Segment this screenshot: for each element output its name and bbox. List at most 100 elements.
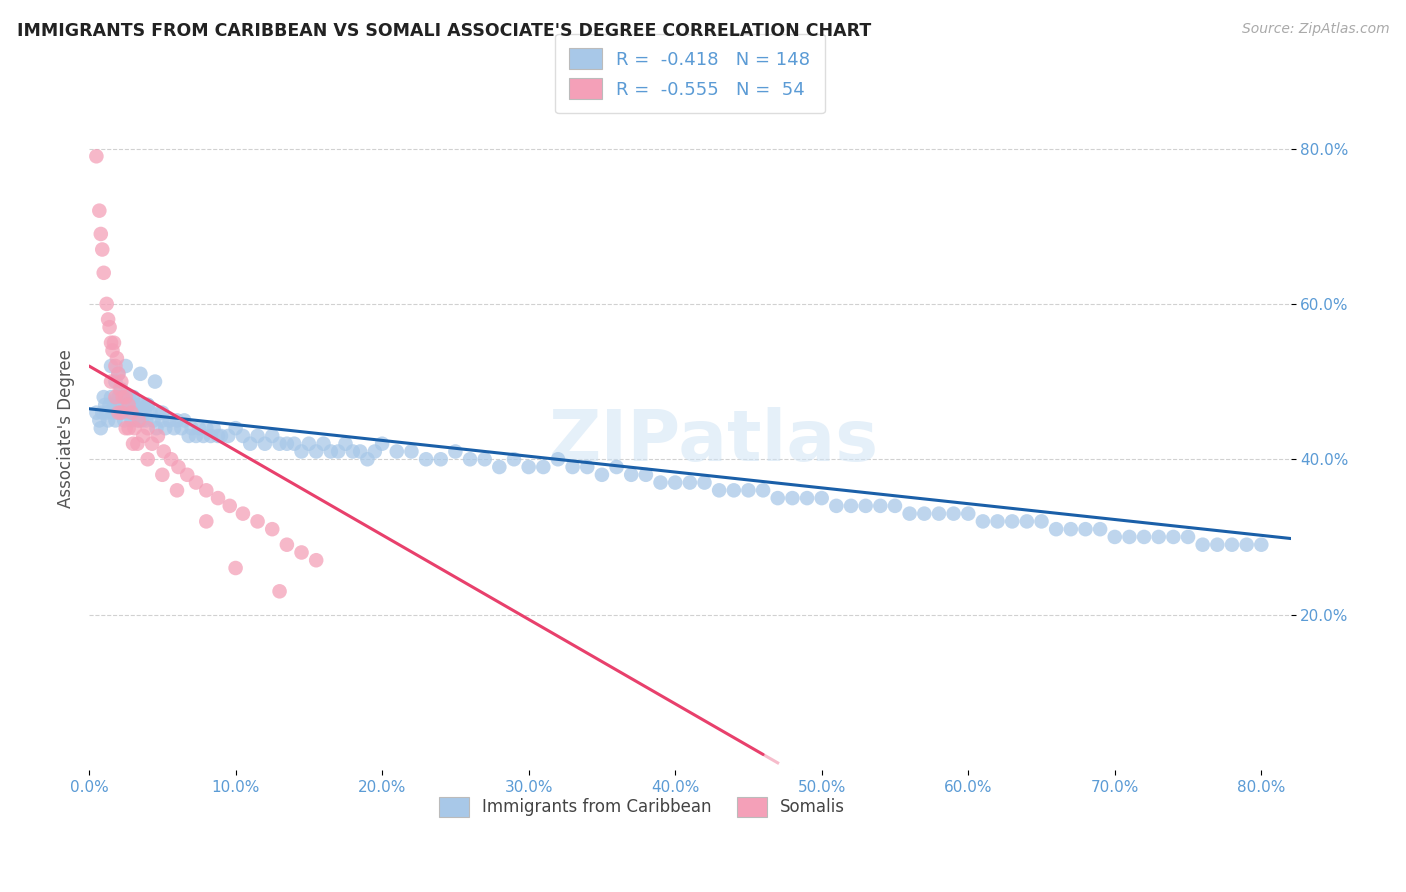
Point xyxy=(855,499,877,513)
Point xyxy=(160,452,183,467)
Point xyxy=(136,452,159,467)
Point xyxy=(94,398,117,412)
Point xyxy=(86,406,108,420)
Point xyxy=(89,203,111,218)
Point xyxy=(120,406,142,420)
Point xyxy=(105,351,128,366)
Point xyxy=(429,452,451,467)
Point xyxy=(869,499,891,513)
Point xyxy=(246,515,269,529)
Text: Source: ZipAtlas.com: Source: ZipAtlas.com xyxy=(1241,22,1389,37)
Point xyxy=(898,507,921,521)
Point xyxy=(90,421,112,435)
Point xyxy=(1177,530,1199,544)
Point xyxy=(928,507,950,521)
Point xyxy=(117,390,139,404)
Point xyxy=(129,367,152,381)
Point xyxy=(1001,515,1024,529)
Point xyxy=(488,460,510,475)
Point xyxy=(167,460,190,475)
Point xyxy=(531,460,554,475)
Point xyxy=(884,499,907,513)
Point xyxy=(111,390,134,404)
Point xyxy=(180,421,202,435)
Point xyxy=(1147,530,1170,544)
Point xyxy=(276,538,298,552)
Legend: Immigrants from Caribbean, Somalis: Immigrants from Caribbean, Somalis xyxy=(432,790,852,823)
Point xyxy=(415,452,437,467)
Point xyxy=(218,499,240,513)
Point xyxy=(141,436,163,450)
Point xyxy=(202,421,225,435)
Point xyxy=(136,398,159,412)
Point xyxy=(91,406,114,420)
Point xyxy=(195,421,218,435)
Point xyxy=(93,390,115,404)
Point xyxy=(458,452,481,467)
Point xyxy=(1060,522,1083,536)
Point xyxy=(98,320,121,334)
Point xyxy=(225,421,247,435)
Point xyxy=(225,561,247,575)
Point xyxy=(127,436,149,450)
Point xyxy=(200,429,222,443)
Point xyxy=(91,243,114,257)
Point xyxy=(134,406,156,420)
Point xyxy=(110,382,132,396)
Point xyxy=(148,406,170,420)
Point xyxy=(752,483,775,498)
Point xyxy=(269,584,291,599)
Point xyxy=(912,507,935,521)
Point xyxy=(97,312,120,326)
Point xyxy=(290,444,312,458)
Point xyxy=(195,483,218,498)
Point xyxy=(606,460,628,475)
Point xyxy=(170,421,193,435)
Point xyxy=(103,335,125,350)
Point xyxy=(707,483,730,498)
Y-axis label: Associate's Degree: Associate's Degree xyxy=(58,349,75,508)
Point xyxy=(1118,530,1140,544)
Point xyxy=(305,553,328,567)
Point xyxy=(1163,530,1185,544)
Point xyxy=(305,444,328,458)
Point xyxy=(1191,538,1213,552)
Point xyxy=(328,444,350,458)
Point xyxy=(117,398,139,412)
Point xyxy=(117,421,139,435)
Point xyxy=(100,335,122,350)
Point xyxy=(679,475,702,490)
Point xyxy=(1133,530,1156,544)
Point xyxy=(114,421,136,435)
Point xyxy=(1220,538,1243,552)
Point xyxy=(239,436,262,450)
Point xyxy=(142,413,165,427)
Point xyxy=(177,429,200,443)
Point xyxy=(1015,515,1038,529)
Point xyxy=(101,406,124,420)
Point xyxy=(100,375,122,389)
Point xyxy=(782,491,804,505)
Point xyxy=(129,406,152,420)
Point xyxy=(97,413,120,427)
Point xyxy=(114,398,136,412)
Point xyxy=(796,491,818,505)
Point xyxy=(100,390,122,404)
Point xyxy=(150,406,173,420)
Point xyxy=(122,390,145,404)
Point xyxy=(356,452,378,467)
Point xyxy=(972,515,994,529)
Point xyxy=(246,429,269,443)
Point xyxy=(290,545,312,559)
Point xyxy=(107,390,129,404)
Point xyxy=(159,413,181,427)
Point xyxy=(298,436,321,450)
Point xyxy=(209,429,232,443)
Point xyxy=(108,382,131,396)
Point xyxy=(173,413,195,427)
Point xyxy=(184,475,207,490)
Point xyxy=(101,343,124,358)
Point xyxy=(121,413,143,427)
Point xyxy=(93,266,115,280)
Point xyxy=(262,522,284,536)
